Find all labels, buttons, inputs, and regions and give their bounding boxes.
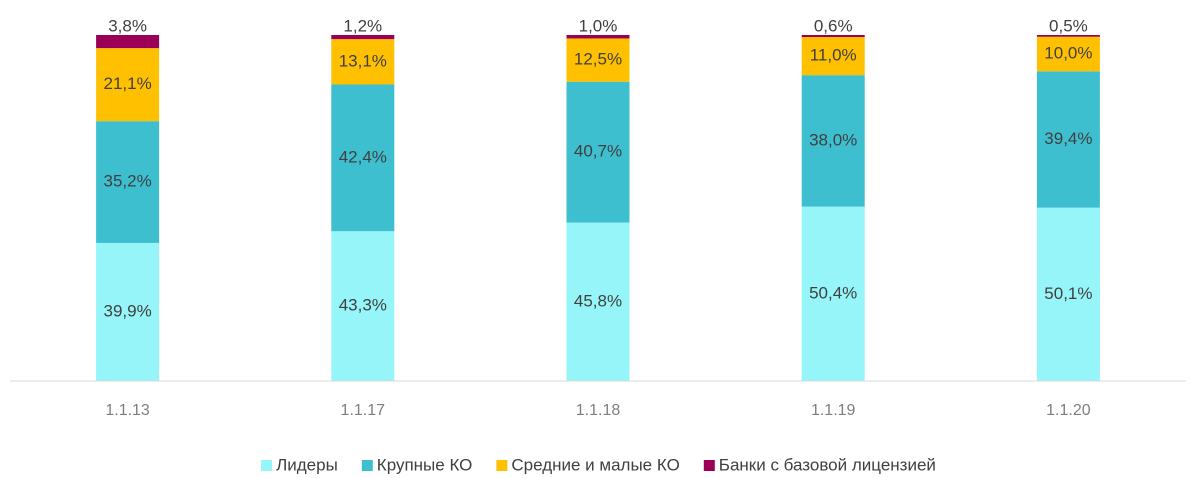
bar-segment [331, 84, 395, 232]
data-label: 38,0% [809, 130, 857, 149]
data-label: 42,4% [339, 147, 387, 166]
data-label: 0,5% [1049, 16, 1088, 35]
data-label: 13,1% [339, 51, 387, 70]
data-label: 45,8% [574, 291, 622, 310]
data-label: 43,3% [339, 296, 387, 315]
data-label: 40,7% [574, 142, 622, 161]
data-label: 50,4% [809, 283, 857, 302]
bar-segment [1036, 35, 1100, 37]
legend-label: Крупные КО [377, 455, 473, 474]
data-label: 39,9% [103, 301, 151, 320]
x-tick-label: 1.1.13 [105, 402, 150, 419]
x-tick-label: 1.1.17 [341, 402, 386, 419]
data-label: 10,0% [1044, 44, 1092, 63]
legend-label: Банки с базовой лицензией [719, 455, 936, 474]
bar-segment [566, 81, 630, 223]
data-label: 3,8% [108, 16, 147, 35]
bar-segment [96, 121, 160, 243]
bar-segment [1036, 207, 1100, 381]
bar-segment [801, 75, 865, 207]
data-label: 0,6% [814, 16, 853, 35]
x-tick-label: 1.1.20 [1046, 402, 1091, 419]
legend-label: Лидеры [276, 455, 338, 474]
bar-segment [96, 35, 160, 49]
bar-segment [801, 206, 865, 381]
x-tick-label: 1.1.19 [811, 402, 856, 419]
legend-swatch [703, 460, 715, 471]
bar-segment [801, 37, 865, 76]
legend-swatch [261, 460, 273, 471]
legend-label: Средние и малые КО [511, 455, 679, 474]
bar-segment [566, 38, 630, 82]
bar-segment [566, 35, 630, 39]
data-label: 35,2% [103, 172, 151, 191]
data-label: 39,4% [1044, 129, 1092, 148]
data-label: 11,0% [810, 46, 857, 65]
legend-swatch [496, 460, 508, 471]
bar-segment [331, 231, 395, 381]
bar-segment [331, 39, 395, 85]
bar-segment [801, 35, 865, 38]
bar-segment [331, 35, 395, 40]
x-tick-label: 1.1.18 [576, 402, 621, 419]
legend-swatch [361, 460, 373, 471]
data-label: 50,1% [1044, 284, 1092, 303]
data-label: 1,2% [343, 16, 382, 35]
bar-segment [1036, 36, 1100, 72]
data-label: 21,1% [103, 74, 151, 93]
data-label: 1,0% [579, 16, 618, 35]
bar-segment [96, 242, 160, 381]
bar-segment [566, 222, 630, 381]
bar-segment [1036, 71, 1100, 208]
bar-segment [96, 48, 160, 122]
data-label: 12,5% [574, 50, 622, 69]
